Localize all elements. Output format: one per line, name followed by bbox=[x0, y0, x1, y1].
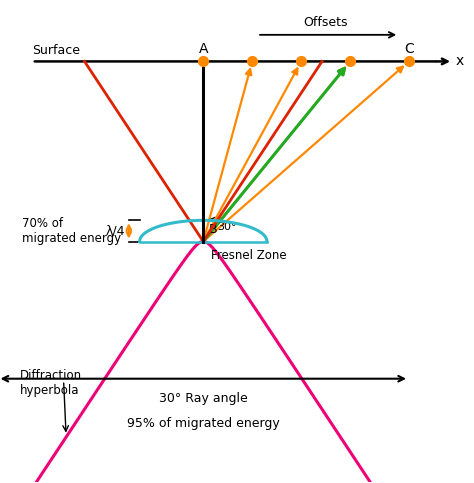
Text: λ/4: λ/4 bbox=[106, 225, 126, 238]
Text: x: x bbox=[456, 55, 464, 69]
Text: Offsets: Offsets bbox=[303, 16, 348, 29]
Text: C: C bbox=[404, 43, 414, 57]
Text: Fresnel Zone: Fresnel Zone bbox=[210, 249, 286, 262]
Text: 95% of migrated energy: 95% of migrated energy bbox=[127, 417, 280, 430]
Text: 30° Ray angle: 30° Ray angle bbox=[159, 392, 247, 405]
Text: Diffraction
hyperbola: Diffraction hyperbola bbox=[19, 369, 82, 397]
Text: 70% of
migrated energy: 70% of migrated energy bbox=[22, 217, 121, 245]
Text: B: B bbox=[209, 223, 218, 236]
Text: 30°: 30° bbox=[217, 222, 237, 232]
Text: Surface: Surface bbox=[32, 44, 80, 57]
Text: A: A bbox=[199, 43, 208, 57]
